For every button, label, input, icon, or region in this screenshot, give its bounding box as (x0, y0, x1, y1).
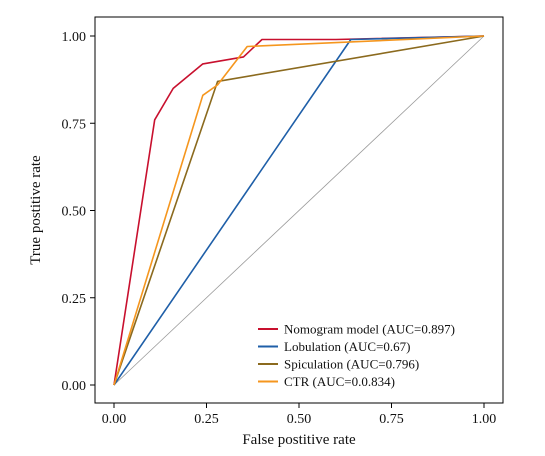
x-tick-label: 0.25 (194, 412, 219, 427)
y-axis-title: True postitive rate (28, 155, 44, 265)
x-tick-label: 1.00 (472, 412, 497, 427)
roc-curve-3 (113, 35, 485, 386)
legend: Nomogram model (AUC=0.897) Lobulation (AU… (252, 318, 500, 396)
x-tick-label: 0.00 (102, 412, 127, 427)
roc-curves (113, 35, 485, 386)
y-tick-label: 0.50 (62, 205, 87, 220)
x-tick-label: 0.75 (379, 412, 404, 427)
legend-label: Lobulation (AUC=0.67) (284, 339, 410, 354)
legend-box (252, 318, 500, 396)
legend-label: CTR (AUC=0.0.834) (284, 374, 395, 389)
legend-label: Nomogram model (AUC=0.897) (284, 322, 455, 337)
roc-curve-2 (113, 35, 485, 386)
y-tick-label: 0.25 (62, 292, 87, 307)
roc-curve-1 (113, 35, 485, 386)
y-tick-label: 0.00 (62, 379, 87, 394)
legend-label: Spiculation (AUC=0.796) (284, 357, 419, 372)
y-tick-label: 1.00 (62, 30, 87, 45)
roc-curve-0 (113, 35, 485, 386)
reference-diagonal (113, 35, 485, 386)
x-axis-title: False postitive rate (242, 432, 356, 448)
axis-ticks: 0.00 0.25 0.50 0.75 1.00 0.00 0.25 0.50 0.75 1.00 (62, 30, 497, 427)
x-tick-label: 0.50 (287, 412, 312, 427)
y-tick-label: 0.75 (62, 117, 87, 132)
